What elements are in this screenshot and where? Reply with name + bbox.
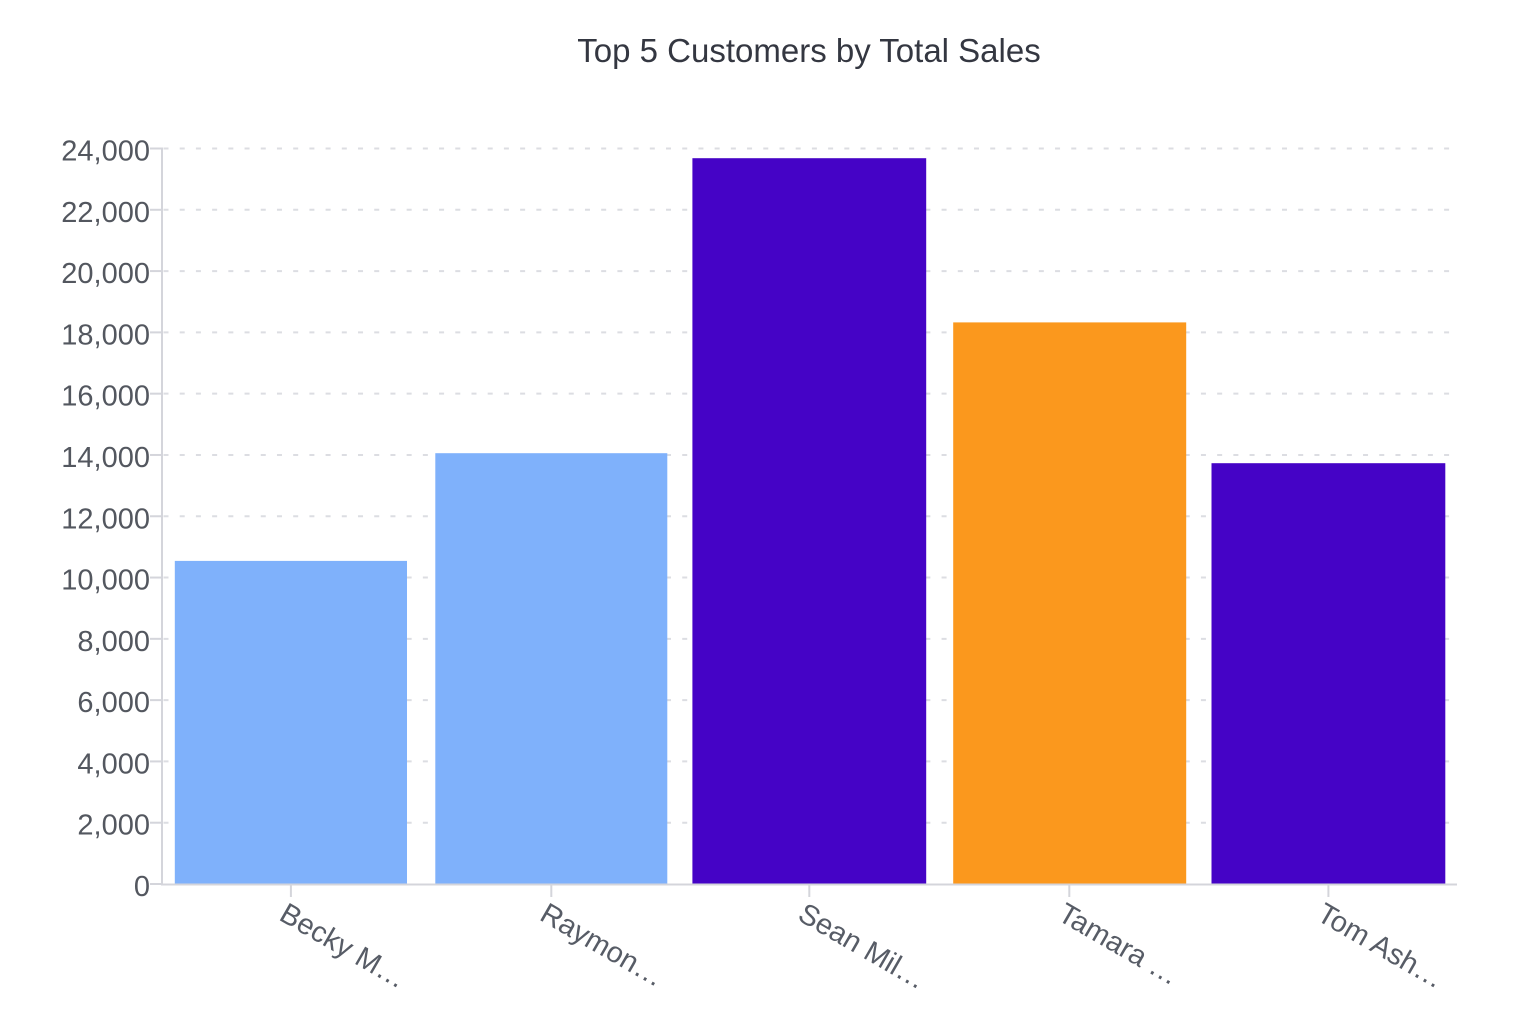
svg-text:18,000: 18,000 xyxy=(61,319,150,351)
svg-text:2,000: 2,000 xyxy=(77,810,150,842)
svg-text:4,000: 4,000 xyxy=(77,748,150,780)
svg-text:6,000: 6,000 xyxy=(77,687,150,719)
svg-text:10,000: 10,000 xyxy=(61,565,150,597)
svg-text:16,000: 16,000 xyxy=(61,381,150,413)
svg-text:22,000: 22,000 xyxy=(61,197,150,229)
svg-text:12,000: 12,000 xyxy=(61,503,150,535)
svg-text:20,000: 20,000 xyxy=(61,258,150,290)
svg-text:14,000: 14,000 xyxy=(61,442,150,474)
svg-text:Top 5 Customers by Total Sales: Top 5 Customers by Total Sales xyxy=(577,32,1040,69)
svg-text:24,000: 24,000 xyxy=(61,136,150,168)
svg-text:0: 0 xyxy=(134,871,150,903)
svg-text:8,000: 8,000 xyxy=(77,626,150,658)
